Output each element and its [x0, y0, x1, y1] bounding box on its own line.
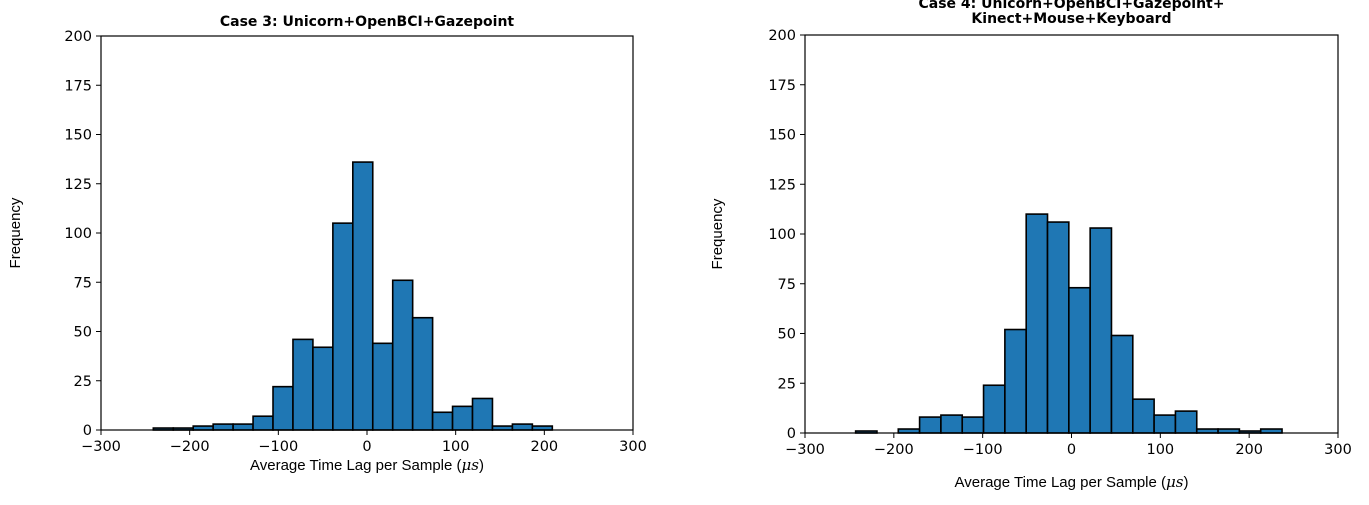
- histogram-bar: [511, 423, 534, 431]
- x-tick-label: −300: [81, 439, 121, 455]
- y-tick-label: 75: [778, 277, 796, 293]
- x-tick-label: 100: [442, 439, 470, 455]
- histogram-bar: [1025, 213, 1049, 434]
- histogram-bar: [1153, 414, 1177, 434]
- y-tick-label: 200: [64, 29, 92, 45]
- chart-panel-1: −300 −200 −100 0 100 200 300 0 25 50 75 100 125 150 17…: [7, 14, 647, 474]
- chart-title: Case 4: Unicorn+OpenBCI+Gazepoint+: [919, 0, 1225, 12]
- x-tick-label: −100: [963, 442, 1003, 458]
- y-tick-label: 100: [64, 226, 92, 242]
- histogram-bar: [391, 279, 414, 431]
- x-tick-label: 200: [1235, 442, 1263, 458]
- histogram-bar: [411, 316, 434, 431]
- y-tick-label: 100: [768, 227, 796, 243]
- histogram-bar: [982, 384, 1006, 434]
- y-tick-label: 75: [74, 275, 92, 291]
- histogram-bar: [212, 423, 234, 431]
- histogram-bar: [1131, 398, 1155, 434]
- histogram-bar: [252, 415, 274, 431]
- y-tick-label: 50: [74, 325, 92, 341]
- y-tick-label: 125: [768, 177, 796, 193]
- x-tick-label: 200: [530, 439, 558, 455]
- histogram-bar: [1046, 221, 1070, 434]
- histogram-bar: [332, 222, 354, 431]
- histogram-bar: [940, 414, 964, 434]
- histogram-bar: [312, 346, 334, 431]
- histogram-bar: [961, 416, 985, 434]
- histogram-bar: [371, 342, 394, 431]
- histogram-bar: [471, 397, 494, 431]
- x-tick-label: −200: [874, 442, 914, 458]
- y-axis-label: Frequency: [7, 197, 24, 268]
- histogram-bar: [352, 161, 374, 431]
- x-axis-label: Average Time Lag per Sample (μs): [250, 456, 484, 474]
- histogram-bar: [1004, 328, 1027, 434]
- chart-title: Case 3: Unicorn+OpenBCI+Gazepoint: [220, 14, 515, 30]
- y-tick-label: 125: [64, 177, 92, 193]
- y-tick-label: 150: [768, 128, 796, 144]
- x-axis-label: Average Time Lag per Sample (μs): [955, 473, 1189, 491]
- y-tick-label: 25: [778, 376, 796, 392]
- y-tick-label: 0: [83, 423, 92, 439]
- x-tick-label: 0: [1067, 442, 1076, 458]
- histogram-bar: [1174, 410, 1198, 434]
- y-tick-label: 150: [64, 128, 92, 144]
- x-tick-label: 300: [1324, 442, 1352, 458]
- chart-panel-2: −300 −200 −100 0 100 200 300 0 25 50 75 100 125 150 17…: [709, 0, 1352, 491]
- x-tick-label: −200: [170, 439, 210, 455]
- y-tick-label: 200: [768, 28, 796, 44]
- histogram-bar: [292, 338, 314, 431]
- y-tick-label: 0: [787, 426, 796, 442]
- histogram-bar: [451, 405, 474, 431]
- histogram-bar: [1110, 334, 1134, 434]
- chart-title: Kinect+Mouse+Keyboard: [971, 11, 1171, 27]
- y-tick-label: 50: [778, 327, 796, 343]
- x-tick-label: 100: [1146, 442, 1174, 458]
- histogram-bar: [1089, 227, 1113, 434]
- x-tick-label: 0: [362, 439, 371, 455]
- y-tick-label: 175: [64, 78, 92, 94]
- y-axis-label: Frequency: [709, 198, 726, 269]
- histogram-bar: [232, 423, 254, 431]
- histogram-bar: [431, 411, 454, 431]
- y-tick-label: 25: [74, 374, 92, 390]
- histogram-bar: [1068, 286, 1091, 434]
- x-tick-label: −300: [785, 442, 825, 458]
- x-tick-label: −100: [258, 439, 298, 455]
- bars: [152, 161, 554, 431]
- bars: [854, 213, 1283, 434]
- histogram-bar: [918, 416, 942, 434]
- y-tick-label: 175: [768, 78, 796, 94]
- histogram-bar: [272, 385, 294, 431]
- x-tick-label: 300: [619, 439, 647, 455]
